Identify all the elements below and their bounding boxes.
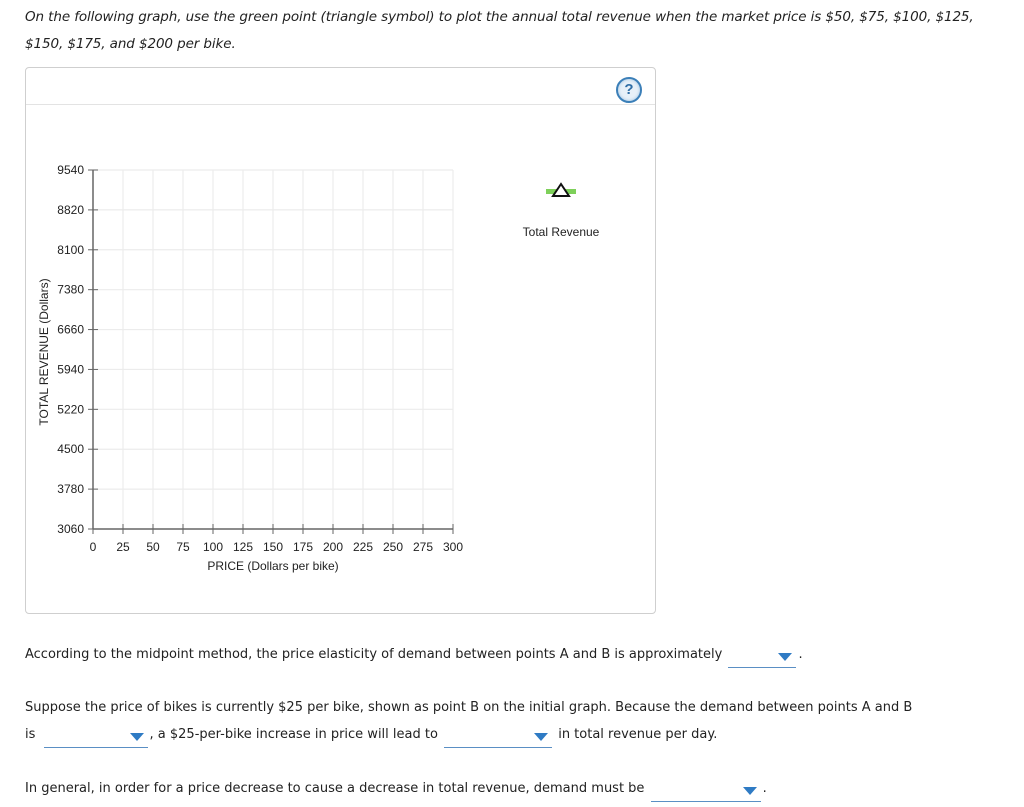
question-1: According to the midpoint method, the pr… xyxy=(25,641,803,668)
y-tick-label: 3060 xyxy=(57,522,84,536)
revenue-change-dropdown[interactable] xyxy=(444,727,553,748)
help-icon[interactable]: ? xyxy=(616,77,642,103)
chevron-down-icon xyxy=(778,653,793,661)
x-tick-label: 125 xyxy=(233,540,253,554)
x-tick-label: 200 xyxy=(323,540,343,554)
x-tick-label: 225 xyxy=(353,540,373,554)
demand-type-dropdown[interactable] xyxy=(43,727,148,748)
legend-label: Total Revenue xyxy=(523,225,600,239)
q2-line1: Suppose the price of bikes is currently … xyxy=(25,700,913,715)
x-tick-label: 25 xyxy=(116,540,130,554)
demand-must-be-dropdown[interactable] xyxy=(650,781,761,802)
q2-end: in total revenue per day. xyxy=(558,727,718,742)
question-2: Suppose the price of bikes is currently … xyxy=(25,694,1015,748)
y-tick-label: 4500 xyxy=(57,442,84,456)
x-axis-ticks: 0 25 50 75 100 125 150 175 200 225 250 275 300 xyxy=(90,524,463,554)
q3-text: In general, in order for a price decreas… xyxy=(25,781,645,796)
y-tick-label: 7380 xyxy=(57,283,84,297)
chevron-down-icon xyxy=(742,787,757,795)
x-tick-label: 75 xyxy=(176,540,190,554)
x-tick-label: 100 xyxy=(203,540,223,554)
x-tick-label: 275 xyxy=(413,540,433,554)
y-tick-label: 8100 xyxy=(57,243,84,257)
q1-end: . xyxy=(798,647,803,662)
q2-middle: , a $25-per-bike increase in price will … xyxy=(149,727,438,742)
y-tick-label: 5940 xyxy=(57,362,84,376)
x-tick-label: 50 xyxy=(146,540,160,554)
x-tick-label: 150 xyxy=(263,540,283,554)
y-tick-label: 5220 xyxy=(57,402,84,416)
q3-end: . xyxy=(762,781,767,796)
legend-triangle-tool[interactable] xyxy=(546,182,576,197)
triangle-icon xyxy=(551,182,571,197)
y-tick-label: 3780 xyxy=(57,482,84,496)
x-tick-label: 0 xyxy=(90,540,97,554)
panel-divider xyxy=(26,104,655,105)
grid-lines xyxy=(93,169,454,529)
q1-text: According to the midpoint method, the pr… xyxy=(25,647,723,662)
instructions: On the following graph, use the green po… xyxy=(25,9,974,52)
y-axis-label: TOTAL REVENUE (Dollars) xyxy=(37,278,51,425)
y-tick-label: 6660 xyxy=(57,323,84,337)
y-tick-label: 9540 xyxy=(57,163,84,177)
q2-is: is xyxy=(25,727,36,742)
x-tick-label: 250 xyxy=(383,540,403,554)
y-axis-ticks: 3060 3780 4500 5220 5940 6660 7380 8100 8820 9540 xyxy=(57,163,98,536)
question-3: In general, in order for a price decreas… xyxy=(25,775,767,802)
x-tick-label: 175 xyxy=(293,540,313,554)
x-tick-label: 300 xyxy=(443,540,463,554)
elasticity-dropdown[interactable] xyxy=(728,647,797,668)
graph-panel: ? xyxy=(25,67,656,614)
chevron-down-icon xyxy=(534,733,549,741)
y-tick-label: 8820 xyxy=(57,203,84,217)
chevron-down-icon xyxy=(129,733,144,741)
x-axis-label: PRICE (Dollars per bike) xyxy=(207,559,338,573)
revenue-chart[interactable]: 0 25 50 75 100 125 150 175 200 225 250 275 300 30603… xyxy=(0,0,1024,640)
